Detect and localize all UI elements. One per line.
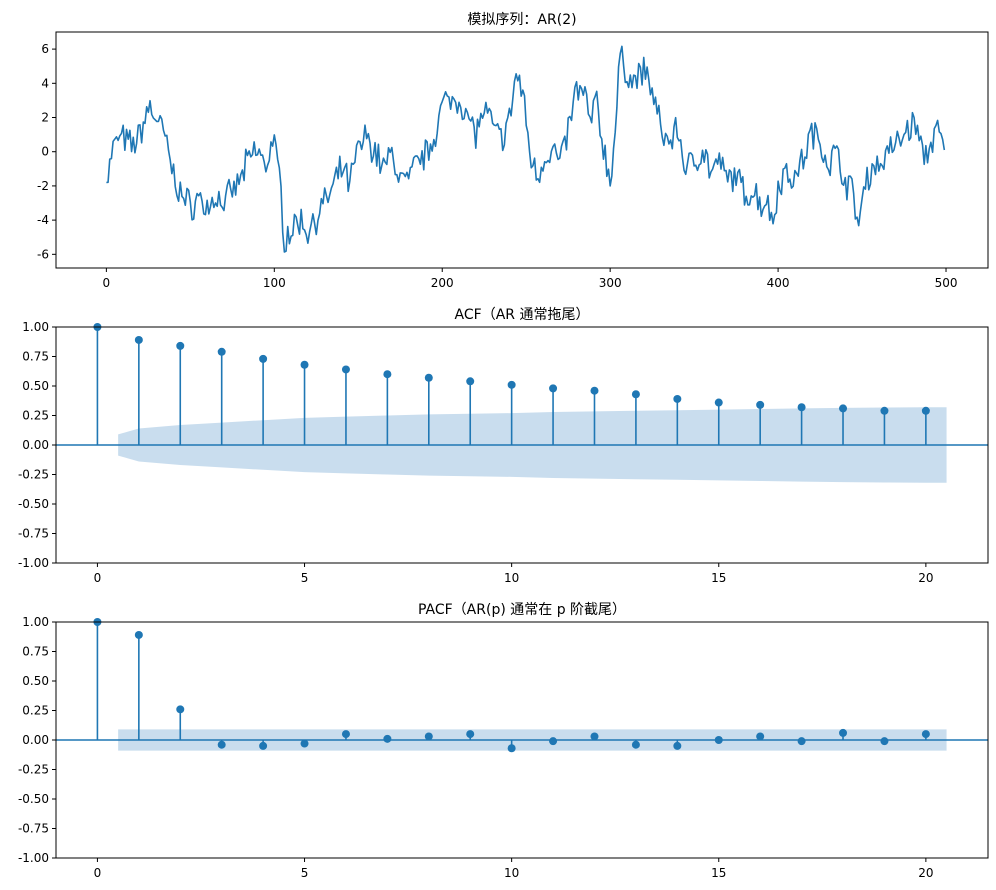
stem-marker [590,386,599,395]
y-tick-label: -1.00 [18,851,49,865]
axes-2: PACF（AR(p) 通常在 p 阶截尾） 0 5 10 15 20 -1.00 -0.75 -… [18,602,934,880]
stem-marker [176,341,185,350]
y-tick-label: -0.50 [18,497,49,511]
x-tick-label: 500 [935,276,958,290]
stem-marker [507,380,516,389]
stem-marker [217,347,226,356]
x-tick-label: 10 [504,571,519,585]
stem-marker [300,739,309,748]
x-tick-label: 0 [103,276,111,290]
x-tick-label: 200 [431,276,454,290]
stem-marker [797,403,806,412]
y-tick-label: -0.50 [18,792,49,806]
stem-marker [549,737,558,746]
y-tick-label: -2 [37,179,49,193]
stem-marker [797,737,806,746]
stem-marker [424,373,433,382]
y-tick-label: 0.75 [22,645,49,659]
stem-marker [880,737,889,746]
y-tick-label: 1.00 [22,320,49,334]
stem-marker [383,370,392,379]
y-tick-label: 0.50 [22,674,49,688]
stem-marker [217,740,226,749]
y-tick-label: -0.25 [18,763,49,777]
stem-marker [590,732,599,741]
y-tick-label: 6 [41,42,49,56]
x-tick-label: 15 [711,866,726,880]
y-tick-label: 0.75 [22,350,49,364]
stem-marker [424,732,433,741]
stem-marker [300,360,309,369]
x-tick-label: 20 [918,866,933,880]
stem-marker [714,398,723,407]
y-tick-label: 1.00 [22,615,49,629]
stem-marker [921,730,930,739]
stem-marker [466,730,475,739]
stem-marker [341,365,350,374]
stem-marker [921,406,930,415]
stem-marker [466,377,475,386]
stem-marker [714,736,723,744]
y-tick-label: -1.00 [18,556,49,570]
y-tick-label: -0.75 [18,822,49,836]
axes-1: ACF（AR 通常拖尾） 0 5 10 15 20 -1.00 -0.75 -0.50 -0.25… [18,307,934,585]
axes-frame-2 [55,621,989,859]
stem-marker [507,744,516,753]
stem-marker [673,394,682,403]
stem-marker [383,734,392,743]
stem-marker [631,740,640,749]
stem-marker [134,335,143,344]
x-tick-label: 0 [94,571,102,585]
y-tick-label: -4 [37,213,49,227]
x-tick-label: 5 [301,571,309,585]
stem-marker [839,404,848,413]
x-tick-label: 400 [767,276,790,290]
stem-marker [631,390,640,399]
x-tick-label: 0 [94,866,102,880]
stem-marker [673,741,682,750]
y-tick-label: -0.75 [18,527,49,541]
y-tick-label: -0.25 [18,468,49,482]
stem-marker [839,728,848,737]
stem-marker [756,732,765,741]
series-line [106,45,946,253]
y-tick-label: -6 [37,247,49,261]
axes-frame-1 [55,326,989,564]
stem-marker [549,384,558,393]
axes-0: 模拟序列：AR(2) 0 100 200 300 400 500 -6 -4 -2 0 2 4 6 [37,12,957,290]
y-tick-label: 0.00 [22,733,49,747]
x-tick-label: 20 [918,571,933,585]
stem-marker [880,406,889,415]
x-tick-label: 300 [599,276,622,290]
chart-title: 模拟序列：AR(2) [467,12,576,28]
y-tick-label: 0.50 [22,379,49,393]
axes-frame-0 [55,31,989,269]
stem-marker [134,630,143,639]
chart-title: ACF（AR 通常拖尾） [455,307,590,323]
stem-marker [756,400,765,409]
y-tick-label: 0.25 [22,409,49,423]
chart-title: PACF（AR(p) 通常在 p 阶截尾） [418,602,626,618]
stem-marker [259,741,268,750]
y-tick-label: 0.25 [22,704,49,718]
y-tick-label: 0 [41,145,49,159]
y-tick-label: 4 [41,76,49,90]
stem-marker [176,705,185,714]
x-tick-label: 10 [504,866,519,880]
stem-marker [259,354,268,363]
stem-marker [341,730,350,739]
x-tick-label: 100 [263,276,286,290]
x-tick-label: 15 [711,571,726,585]
y-tick-label: 0.00 [22,438,49,452]
y-tick-label: 2 [41,111,49,125]
x-tick-label: 5 [301,866,309,880]
